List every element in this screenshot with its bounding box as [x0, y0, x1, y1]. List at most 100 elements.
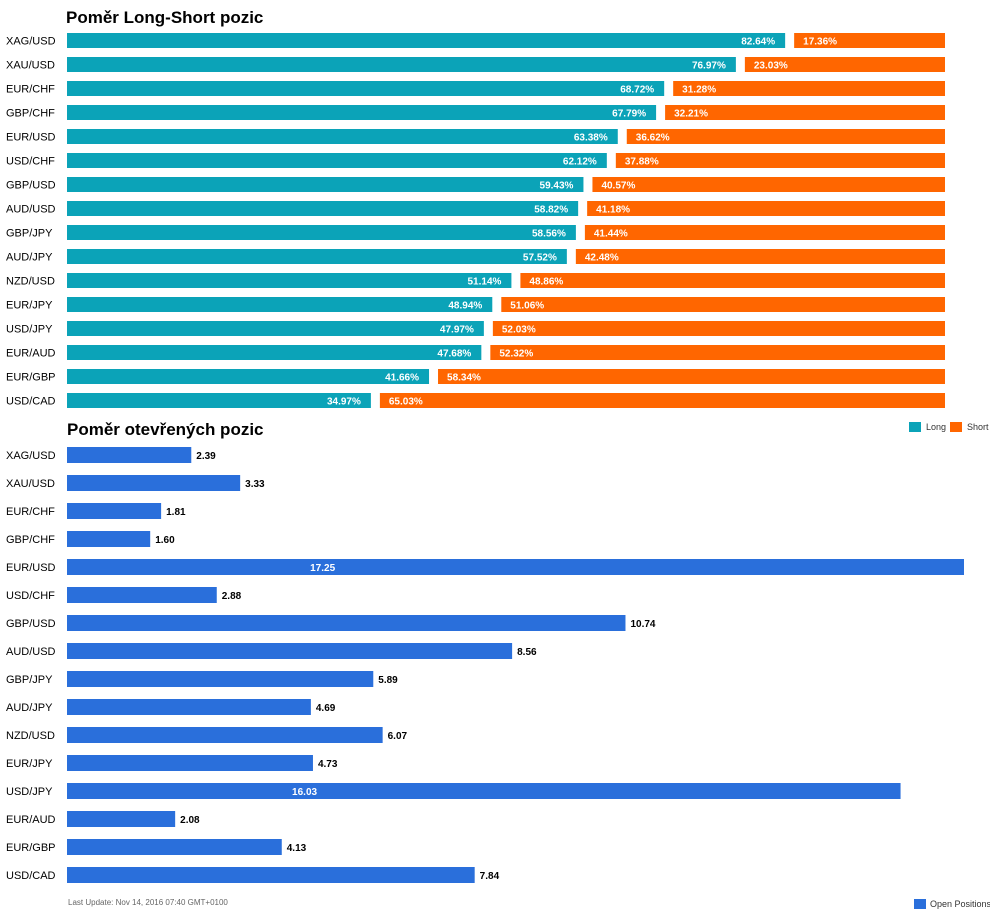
- data-label-short-nzd-usd: 48.86%: [529, 277, 563, 288]
- data-label-open-nzd-usd: 6.07: [388, 731, 408, 742]
- legend-open-positions: Open Positions: [914, 899, 990, 909]
- category-label-usd-cad: USD/CAD: [6, 396, 56, 408]
- bar-long-xau-usd: [67, 57, 736, 72]
- bar-long-eur-gbp: [67, 369, 430, 384]
- bar-short-gbp-usd: [592, 177, 945, 192]
- category-label-open-usd-cad: USD/CAD: [6, 870, 56, 882]
- legend-label-open: Open Positions: [930, 899, 990, 909]
- bar-short-eur-gbp: [438, 369, 945, 384]
- data-label-short-eur-aud: 52.32%: [499, 349, 533, 360]
- bar-long-aud-jpy: [67, 249, 567, 264]
- bar-open-eur-gbp: [67, 839, 282, 855]
- bar-long-eur-chf: [67, 81, 665, 96]
- data-label-open-eur-jpy: 4.73: [318, 759, 338, 770]
- category-label-eur-jpy: EUR/JPY: [6, 300, 53, 312]
- bar-short-eur-aud: [490, 345, 945, 360]
- data-label-open-usd-jpy: 16.03: [292, 787, 317, 798]
- category-label-open-eur-jpy: EUR/JPY: [6, 758, 53, 770]
- data-label-short-usd-chf: 37.88%: [625, 157, 659, 168]
- category-label-gbp-jpy: GBP/JPY: [6, 228, 53, 240]
- data-label-open-usd-chf: 2.88: [222, 591, 242, 602]
- category-label-usd-jpy: USD/JPY: [6, 324, 53, 336]
- data-label-open-usd-cad: 7.84: [480, 871, 500, 882]
- category-label-open-gbp-jpy: GBP/JPY: [6, 674, 53, 686]
- legend-swatch-short: [950, 422, 962, 432]
- bar-long-gbp-jpy: [67, 225, 576, 240]
- data-label-short-gbp-usd: 40.57%: [601, 181, 635, 192]
- data-label-open-eur-chf: 1.81: [166, 507, 186, 518]
- bar-long-aud-usd: [67, 201, 579, 216]
- data-label-long-eur-aud: 47.68%: [437, 349, 471, 360]
- bar-open-usd-jpy: [67, 783, 901, 799]
- data-label-long-xag-usd: 82.64%: [741, 37, 775, 48]
- chart-title-open: Poměr otevřených pozic: [67, 420, 264, 439]
- category-label-xau-usd: XAU/USD: [6, 60, 55, 72]
- bar-long-eur-jpy: [67, 297, 493, 312]
- bar-open-usd-chf: [67, 587, 217, 603]
- bar-open-gbp-chf: [67, 531, 151, 547]
- bar-long-usd-cad: [67, 393, 371, 408]
- category-label-gbp-chf: GBP/CHF: [6, 108, 55, 120]
- data-label-long-usd-cad: 34.97%: [327, 397, 361, 408]
- bar-short-gbp-chf: [665, 105, 945, 120]
- data-label-long-gbp-jpy: 58.56%: [532, 229, 566, 240]
- bar-short-usd-chf: [615, 153, 945, 168]
- bar-short-aud-usd: [587, 201, 945, 216]
- legend-label-long: Long: [926, 422, 946, 432]
- data-label-open-eur-gbp: 4.13: [287, 843, 307, 854]
- data-label-open-xau-usd: 3.33: [245, 479, 265, 490]
- data-label-open-aud-jpy: 4.69: [316, 703, 336, 714]
- bar-open-gbp-jpy: [67, 671, 374, 687]
- category-label-open-xag-usd: XAG/USD: [6, 450, 56, 462]
- data-label-short-xau-usd: 23.03%: [754, 61, 788, 72]
- category-label-open-eur-gbp: EUR/GBP: [6, 842, 56, 854]
- data-label-long-usd-chf: 62.12%: [563, 157, 597, 168]
- data-label-short-gbp-chf: 32.21%: [674, 109, 708, 120]
- data-label-open-eur-aud: 2.08: [180, 815, 200, 826]
- data-label-long-xau-usd: 76.97%: [692, 61, 726, 72]
- data-label-long-aud-usd: 58.82%: [534, 205, 568, 216]
- bar-short-eur-usd: [626, 129, 945, 144]
- category-label-open-aud-jpy: AUD/JPY: [6, 702, 53, 714]
- bar-short-usd-cad: [379, 393, 946, 408]
- bar-open-aud-usd: [67, 643, 513, 659]
- bar-short-eur-jpy: [501, 297, 945, 312]
- data-label-short-eur-jpy: 51.06%: [510, 301, 544, 312]
- last-update-text: Last Update: Nov 14, 2016 07:40 GMT+0100: [68, 898, 228, 907]
- bar-open-xau-usd: [67, 475, 241, 491]
- category-label-open-eur-aud: EUR/AUD: [6, 814, 56, 826]
- category-label-open-xau-usd: XAU/USD: [6, 478, 55, 490]
- bar-long-gbp-usd: [67, 177, 584, 192]
- category-label-xag-usd: XAG/USD: [6, 36, 56, 48]
- category-label-gbp-usd: GBP/USD: [6, 180, 56, 192]
- category-label-eur-aud: EUR/AUD: [6, 348, 56, 360]
- data-label-long-eur-usd: 63.38%: [574, 133, 608, 144]
- data-label-short-eur-usd: 36.62%: [636, 133, 670, 144]
- category-label-open-nzd-usd: NZD/USD: [6, 730, 55, 742]
- bar-open-eur-jpy: [67, 755, 313, 771]
- data-label-short-aud-jpy: 42.48%: [585, 253, 619, 264]
- data-label-short-eur-chf: 31.28%: [682, 85, 716, 96]
- bar-short-usd-jpy: [492, 321, 945, 336]
- data-label-open-aud-usd: 8.56: [517, 647, 537, 658]
- data-label-long-usd-jpy: 47.97%: [440, 325, 474, 336]
- data-label-open-gbp-chf: 1.60: [155, 535, 175, 546]
- category-label-open-eur-usd: EUR/USD: [6, 562, 56, 574]
- bar-open-eur-aud: [67, 811, 176, 827]
- data-label-short-aud-usd: 41.18%: [596, 205, 630, 216]
- bar-short-xag-usd: [794, 33, 945, 48]
- data-label-short-usd-cad: 65.03%: [389, 397, 423, 408]
- bar-long-xag-usd: [67, 33, 786, 48]
- legend-swatch-open: [914, 899, 926, 909]
- data-label-long-aud-jpy: 57.52%: [523, 253, 557, 264]
- legend-label-short: Short: [967, 422, 989, 432]
- category-label-aud-jpy: AUD/JPY: [6, 252, 53, 264]
- bar-open-usd-cad: [67, 867, 475, 883]
- bar-open-xag-usd: [67, 447, 192, 463]
- long-short-chart: XAG/USD 82.64% 17.36% XAU/USD 76.97% 23.03% EU…: [6, 33, 946, 408]
- category-label-open-usd-jpy: USD/JPY: [6, 786, 53, 798]
- bar-short-nzd-usd: [520, 273, 945, 288]
- bar-open-eur-usd: [67, 559, 964, 575]
- bar-long-eur-usd: [67, 129, 618, 144]
